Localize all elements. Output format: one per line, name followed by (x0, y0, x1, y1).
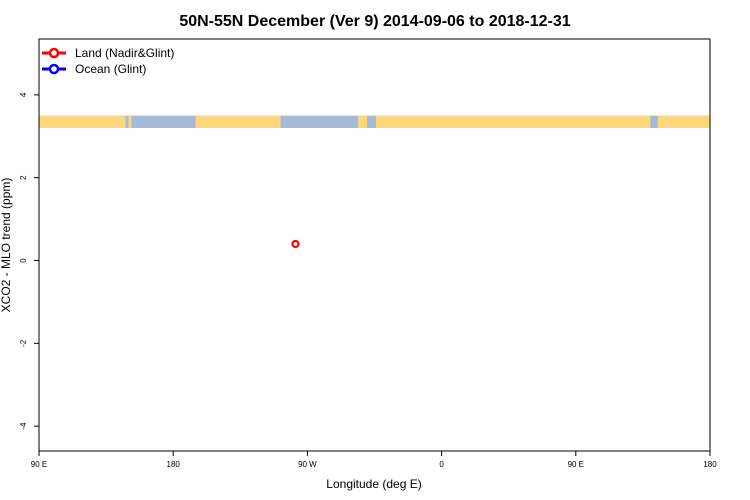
land-segment (657, 115, 710, 129)
y-tick-label: -2 (19, 339, 28, 347)
data-point (291, 239, 300, 249)
land-segment (128, 115, 132, 129)
x-axis-label: Longitude (deg E) (326, 477, 421, 491)
x-tick-label: 0 (439, 460, 444, 469)
y-tick-label: 2 (19, 175, 28, 180)
y-tick-label: -4 (19, 422, 28, 430)
land-segment (358, 115, 368, 129)
legend-marker (48, 47, 60, 59)
y-tick-label: 0 (19, 258, 28, 263)
x-tick-label: 90 W (298, 460, 317, 469)
map-strip (39, 115, 710, 129)
x-tick-label: 90 E (568, 460, 584, 469)
legend-label: Land (Nadir&Glint) (75, 46, 174, 60)
x-tick-label: 180 (167, 460, 181, 469)
legend: Land (Nadir&Glint) Ocean (Glint) (42, 46, 174, 76)
land-segment (375, 115, 651, 129)
plot-frame (38, 38, 711, 452)
land-segment (195, 115, 281, 129)
y-tick-label: 4 (19, 92, 28, 97)
legend-label: Ocean (Glint) (75, 62, 146, 76)
land-segment (39, 115, 126, 129)
y-axis-label: XCO2 - MLO trend (ppm) (0, 178, 13, 313)
data-points (291, 239, 300, 249)
y-axis: -4 -2 0 2 4 (19, 92, 39, 430)
x-tick-label: 90 E (31, 460, 47, 469)
chart-title: 50N-55N December (Ver 9) 2014-09-06 to 2… (179, 13, 570, 30)
legend-marker (48, 63, 60, 75)
x-axis: 90 E 180 90 W 0 90 E 180 (31, 451, 717, 469)
x-tick-label: 180 (703, 460, 717, 469)
